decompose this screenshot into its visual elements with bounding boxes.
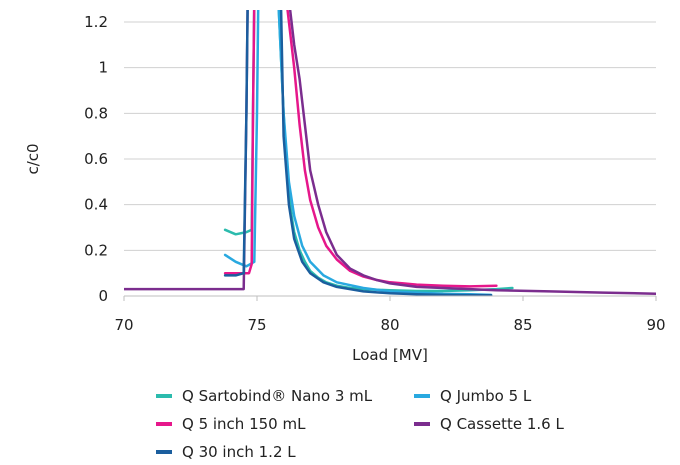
legend-label: Q Sartobind® Nano 3 mL [182, 387, 373, 405]
x-tick-label: 75 [247, 316, 266, 334]
series-line [124, 10, 656, 295]
y-tick-label: 1.2 [84, 13, 108, 31]
legend-label: Q 5 inch 150 mL [182, 415, 306, 433]
axes: 0 0.2 0.4 0.6 0.8 1 1.2 70 75 80 85 90 Load [MV] c/c0 [24, 13, 666, 364]
series-line [223, 10, 514, 293]
x-tick-label: 85 [513, 316, 532, 334]
y-tick-label: 0.6 [84, 150, 108, 168]
series-lines [124, 10, 656, 297]
series-line [223, 10, 493, 297]
y-tick-label: 0.4 [84, 196, 108, 214]
y-axis-title: c/c0 [24, 143, 42, 174]
legend-label: Q Cassette 1.6 L [440, 415, 564, 433]
series-line [223, 10, 498, 288]
legend: Q Sartobind® Nano 3 mL Q Jumbo 5 L Q 5 inc… [156, 387, 564, 461]
y-tick-label: 0 [98, 287, 108, 305]
legend-label: Q 30 inch 1.2 L [182, 443, 296, 461]
y-tick-label: 0.8 [84, 104, 108, 122]
x-tick-label: 80 [380, 316, 399, 334]
y-tick-label: 0.2 [84, 241, 108, 259]
gridlines [124, 21, 656, 251]
x-axis-title: Load [MV] [352, 346, 428, 364]
x-tick-label: 90 [646, 316, 665, 334]
series-line [223, 10, 493, 297]
legend-label: Q Jumbo 5 L [440, 387, 532, 405]
x-tick-label: 70 [114, 316, 133, 334]
y-tick-label: 1 [98, 59, 108, 77]
